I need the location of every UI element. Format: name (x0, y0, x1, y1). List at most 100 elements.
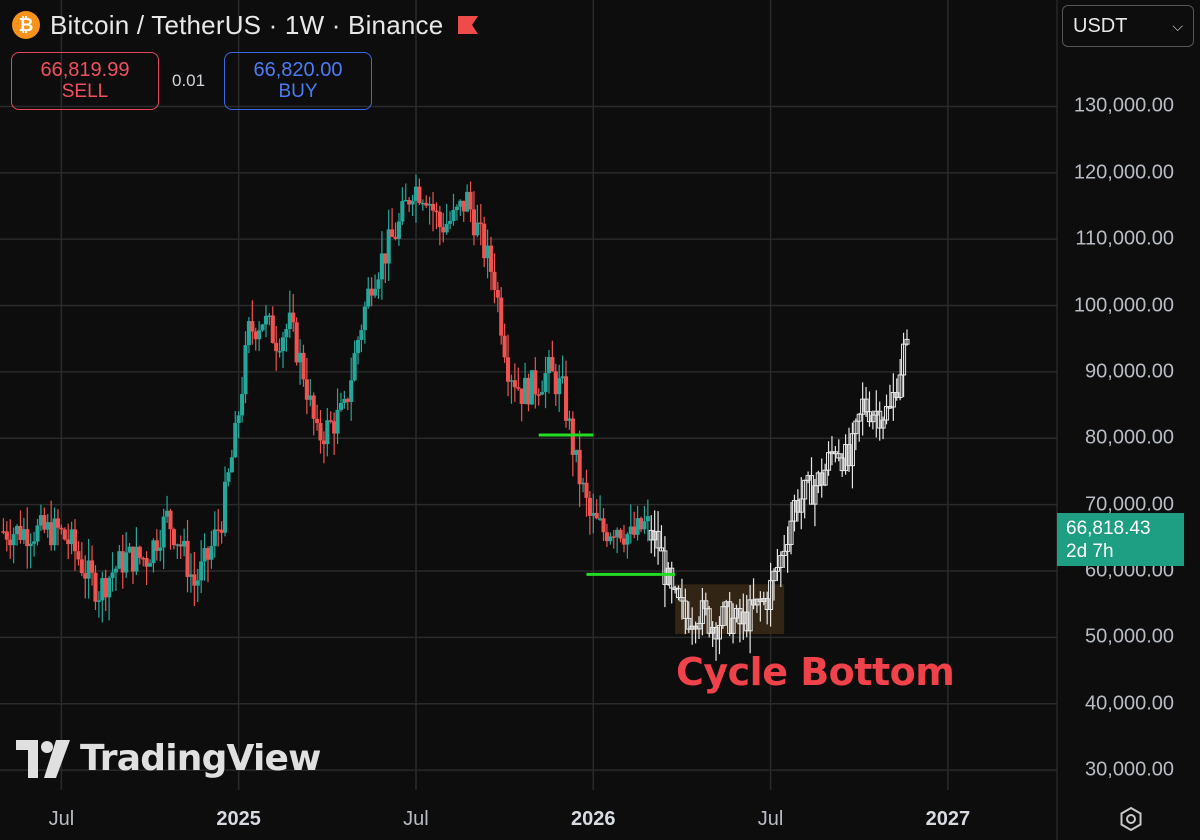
candles-layer (1, 174, 910, 661)
candle-body (495, 289, 500, 298)
candle (76, 541, 81, 566)
candle (113, 565, 118, 591)
candle (434, 202, 439, 230)
currency-value: USDT (1073, 14, 1128, 37)
price-axis-label: 90,000.00 (1085, 360, 1174, 383)
support-lines (538, 433, 676, 576)
candle (598, 495, 603, 522)
candle-body (233, 423, 238, 458)
candle (550, 340, 555, 372)
candle (788, 501, 794, 555)
candle-body (424, 202, 429, 206)
candle (332, 412, 337, 456)
candle (696, 616, 702, 639)
currency-select[interactable]: USDT ⌵ (1062, 5, 1194, 47)
candle (144, 551, 149, 586)
price-axis-label: 50,000.00 (1085, 625, 1174, 648)
candle-body (727, 601, 733, 634)
candle (581, 477, 586, 493)
candle (117, 545, 122, 570)
candle (505, 334, 511, 397)
candle (359, 324, 364, 353)
candle (130, 546, 136, 585)
candle (233, 411, 238, 459)
candle-body (723, 601, 729, 608)
buy-label: BUY (278, 81, 318, 102)
candle (32, 531, 37, 557)
candle (42, 507, 47, 534)
candle (379, 231, 384, 300)
candle (740, 593, 746, 640)
candle-body (675, 588, 682, 599)
time-axis-label: Jul (48, 808, 75, 830)
candle-body (846, 444, 852, 467)
candle-body (284, 329, 289, 338)
candle (757, 591, 763, 622)
candle-body (791, 500, 798, 522)
candle-body (533, 370, 538, 395)
candle-body (161, 516, 166, 548)
candle-body (49, 522, 54, 546)
candle (291, 293, 296, 332)
candle-body (151, 540, 156, 564)
candle-body (38, 515, 43, 526)
candle-body (338, 402, 344, 410)
candle-body (229, 457, 234, 473)
candle-body (516, 387, 521, 389)
candle-body (696, 622, 702, 630)
candle (403, 183, 408, 202)
flag-icon[interactable] (457, 15, 479, 35)
candle (263, 305, 269, 338)
candle-body (448, 221, 453, 224)
candle (110, 552, 115, 592)
candle-body (226, 472, 231, 482)
settings-icon[interactable] (1118, 806, 1144, 832)
candle (897, 358, 903, 401)
candle-body (188, 574, 193, 577)
candle-body (171, 529, 176, 546)
candle (615, 527, 620, 554)
candle (648, 515, 654, 554)
buy-button[interactable]: 66,820.00 BUY (224, 52, 372, 110)
candle (475, 204, 480, 238)
candle (141, 556, 146, 567)
candle-body (740, 611, 746, 625)
candle (512, 363, 517, 402)
price-axis-label: 40,000.00 (1085, 692, 1174, 715)
candle (744, 595, 750, 638)
candle (502, 323, 507, 363)
price-axis-label: 80,000.00 (1085, 426, 1174, 449)
candle-body (856, 413, 862, 422)
candle (863, 387, 869, 417)
candle (655, 511, 661, 565)
candle (441, 212, 446, 243)
candle-body (376, 279, 381, 289)
candle (781, 534, 787, 568)
symbol-title[interactable]: Bitcoin / TetherUS · 1W · Binance (50, 9, 444, 40)
candle-body (478, 222, 483, 225)
candle-body (648, 529, 654, 541)
price-axis-label: 120,000.00 (1073, 161, 1174, 184)
candle (669, 561, 675, 604)
candle (774, 548, 780, 582)
candle (437, 206, 442, 246)
candle (805, 471, 811, 484)
candle (635, 505, 640, 541)
candle (124, 532, 129, 578)
candle (274, 326, 279, 371)
candle-body (311, 395, 316, 419)
candle-body (396, 221, 401, 239)
sell-button[interactable]: 66,819.99 SELL (11, 52, 159, 110)
candle (62, 527, 67, 541)
candle (205, 546, 211, 583)
candle (342, 390, 347, 409)
candle (185, 520, 190, 593)
candle-body (270, 315, 275, 343)
candle (720, 601, 726, 629)
candle-body (366, 288, 371, 307)
candle-body (420, 202, 425, 205)
candle-body (62, 529, 67, 540)
candle (338, 392, 344, 412)
candle (604, 523, 609, 548)
